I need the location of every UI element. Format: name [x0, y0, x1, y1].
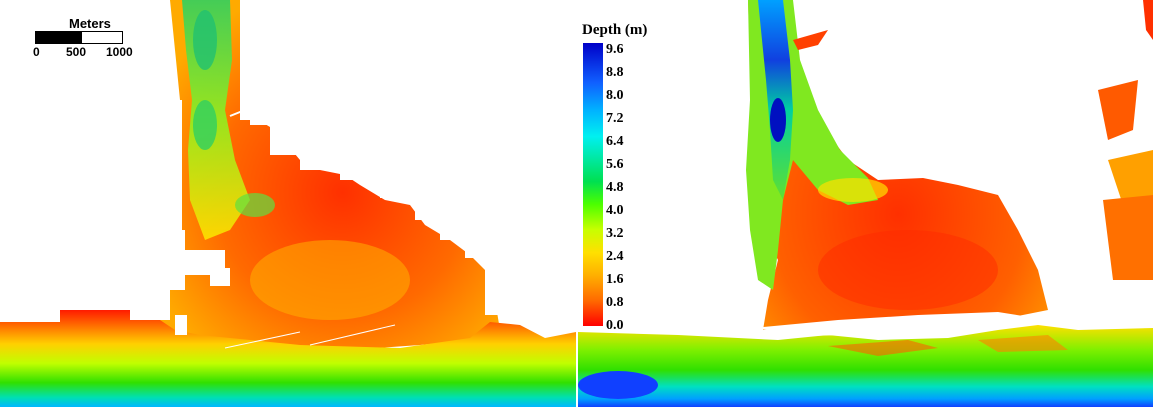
scale-bar-white-segment: [81, 31, 123, 44]
scale-bar-title: Meters: [69, 16, 111, 31]
legend-color-ramp: [583, 43, 603, 326]
fine-barrier-island: [753, 312, 1048, 336]
coarse-open-sea: [0, 310, 576, 407]
scale-bar-tick-0: 0: [33, 45, 40, 59]
legend-label: 8.0: [606, 88, 624, 103]
legend-label: 7.2: [606, 111, 624, 126]
scale-bar-tick-1000: 1000: [106, 45, 133, 59]
coarse-grid-depth-map: Meters 0 500 1000: [0, 0, 576, 407]
legend-label: 9.6: [606, 42, 624, 57]
fine-open-sea: [578, 325, 1153, 407]
fine-map-graphic: [578, 0, 1153, 407]
legend-label: 3.2: [606, 226, 624, 241]
legend-label: 2.4: [606, 249, 624, 264]
scale-bar: Meters 0 500 1000: [33, 16, 143, 66]
legend-label: 4.0: [606, 203, 624, 218]
legend-label: 1.6: [606, 272, 624, 287]
legend-label: 4.8: [606, 180, 624, 195]
legend-label: 0.0: [606, 318, 624, 333]
legend-label: 5.6: [606, 157, 624, 172]
legend-title: Depth (m): [582, 22, 648, 38]
legend-label: 0.8: [606, 295, 624, 310]
scale-bar-black-segment: [35, 31, 83, 44]
coarse-channel-arm: [150, 0, 500, 350]
fine-grid-depth-map: [578, 0, 1153, 407]
legend-label: 6.4: [606, 134, 624, 149]
legend-label: 8.8: [606, 65, 624, 80]
scale-bar-tick-500: 500: [66, 45, 87, 59]
coarse-map-graphic: [0, 0, 576, 407]
depth-legend: Depth (m) 9.6 8.8 8.0 7.2 6.4 5.6 4.8 4.…: [580, 22, 675, 333]
